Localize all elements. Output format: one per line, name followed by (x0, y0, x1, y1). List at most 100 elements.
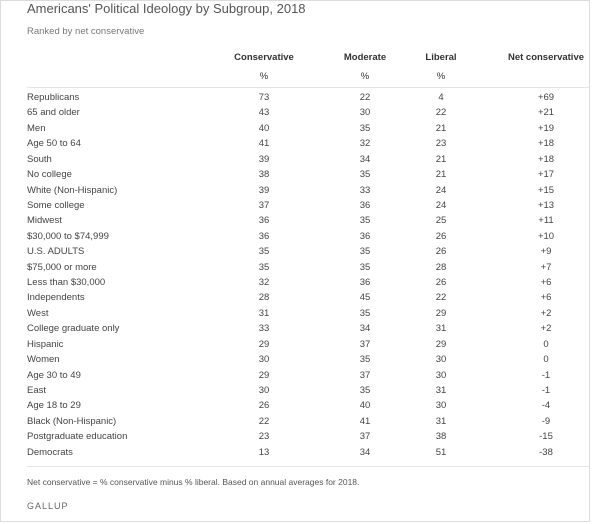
moderate-value: 35 (359, 307, 371, 319)
conservative-value: 37 (258, 199, 270, 211)
moderate-value: 37 (359, 338, 371, 350)
table-row: Black (Non-Hispanic) 22 41 31 -9 (0, 414, 592, 429)
row-label: Less than $30,000 (27, 277, 106, 289)
table-row: Men 40 35 21 +19 (0, 121, 592, 136)
moderate-value: 35 (359, 261, 371, 273)
table-row: Republicans 73 22 4 +69 (0, 90, 592, 105)
column-unit-conservative: % (259, 71, 269, 82)
liberal-value: 38 (435, 431, 447, 443)
moderate-value: 34 (359, 323, 371, 335)
row-label: College graduate only (27, 323, 120, 335)
conservative-value: 30 (258, 354, 270, 366)
moderate-value: 35 (359, 169, 371, 181)
column-header-liberal: Liberal (425, 52, 457, 63)
net-conservative-value: +7 (540, 261, 552, 273)
net-conservative-value: -1 (541, 385, 551, 397)
conservative-value: 32 (258, 277, 270, 289)
footer-divider (27, 466, 590, 467)
net-conservative-value: -1 (541, 369, 551, 381)
net-conservative-value: +21 (537, 107, 555, 119)
net-conservative-value: +2 (540, 307, 552, 319)
row-label: No college (27, 169, 72, 181)
row-label: East (27, 385, 47, 397)
liberal-value: 31 (435, 323, 447, 335)
row-label: Republicans (27, 92, 80, 103)
table-body: Republicans 73 22 4 +69 65 and older 43 30 22 +21… (0, 90, 592, 460)
source-label: GALLUP (27, 501, 69, 511)
conservative-value: 38 (258, 169, 270, 181)
row-label: White (Non-Hispanic) (27, 184, 118, 196)
liberal-value: 4 (438, 92, 444, 103)
conservative-value: 39 (258, 184, 270, 196)
table-row: Age 50 to 64 41 32 23 +18 (0, 136, 592, 151)
row-label: Age 50 to 64 (27, 138, 81, 150)
column-header-net-conservative: Net conservative (507, 52, 585, 63)
table-row: No college 38 35 21 +17 (0, 167, 592, 182)
conservative-value: 26 (258, 400, 270, 412)
table-row: White (Non-Hispanic) 39 33 24 +15 (0, 183, 592, 198)
chart-subtitle: Ranked by net conservative (27, 26, 145, 37)
liberal-value: 26 (435, 230, 447, 242)
net-conservative-value: +13 (537, 199, 555, 211)
net-conservative-value: +19 (537, 122, 555, 134)
liberal-value: 25 (435, 215, 447, 227)
header-divider (27, 87, 590, 88)
conservative-value: 29 (258, 369, 270, 381)
net-conservative-value: -15 (539, 431, 553, 443)
moderate-value: 36 (359, 199, 371, 211)
table-row: Age 30 to 49 29 37 30 -1 (0, 368, 592, 383)
row-label: Age 30 to 49 (27, 369, 81, 381)
liberal-value: 30 (435, 354, 447, 366)
moderate-value: 35 (359, 354, 371, 366)
conservative-value: 13 (258, 446, 270, 458)
table-row: College graduate only 33 34 31 +2 (0, 321, 592, 336)
liberal-value: 24 (435, 184, 447, 196)
table-row: Less than $30,000 32 36 26 +6 (0, 275, 592, 290)
footnote: Net conservative = % conservative minus … (27, 477, 360, 487)
table-row: South 39 34 21 +18 (0, 152, 592, 167)
net-conservative-value: +2 (540, 323, 552, 335)
liberal-value: 21 (435, 153, 447, 165)
row-label: $75,000 or more (27, 261, 97, 273)
conservative-value: 41 (258, 138, 270, 150)
table-row: East 30 35 31 -1 (0, 383, 592, 398)
net-conservative-value: -9 (541, 415, 551, 427)
moderate-value: 34 (359, 446, 371, 458)
conservative-value: 23 (258, 431, 270, 443)
table-row: Independents 28 45 22 +6 (0, 290, 592, 305)
net-conservative-value: +18 (537, 138, 555, 150)
conservative-value: 36 (258, 215, 270, 227)
row-label: Men (27, 122, 46, 134)
conservative-value: 28 (258, 292, 270, 304)
liberal-value: 51 (435, 446, 447, 458)
net-conservative-value: +6 (540, 292, 552, 304)
moderate-value: 37 (359, 431, 371, 443)
moderate-value: 35 (359, 246, 371, 258)
net-conservative-value: 0 (543, 354, 549, 366)
chart-title: Americans' Political Ideology by Subgrou… (27, 1, 306, 16)
table-row: 65 and older 43 30 22 +21 (0, 105, 592, 120)
liberal-value: 31 (435, 385, 447, 397)
liberal-value: 21 (435, 169, 447, 181)
conservative-value: 43 (258, 107, 270, 119)
conservative-value: 30 (258, 385, 270, 397)
column-unit-liberal: % (436, 71, 446, 82)
net-conservative-value: +15 (537, 184, 555, 196)
column-header-conservative: Conservative (234, 52, 294, 63)
column-unit-moderate: % (360, 71, 370, 82)
row-label: Democrats (27, 446, 73, 458)
liberal-value: 23 (435, 138, 447, 150)
row-label: Independents (27, 292, 85, 304)
row-label: Midwest (27, 215, 62, 227)
liberal-value: 31 (435, 415, 447, 427)
table-row: West 31 35 29 +2 (0, 306, 592, 321)
conservative-value: 39 (258, 153, 270, 165)
conservative-value: 22 (258, 415, 270, 427)
table-row: $30,000 to $74,999 36 36 26 +10 (0, 229, 592, 244)
conservative-value: 36 (258, 230, 270, 242)
row-label: West (27, 307, 49, 319)
liberal-value: 22 (435, 292, 447, 304)
moderate-value: 35 (359, 215, 371, 227)
row-label: Postgraduate education (27, 431, 128, 443)
